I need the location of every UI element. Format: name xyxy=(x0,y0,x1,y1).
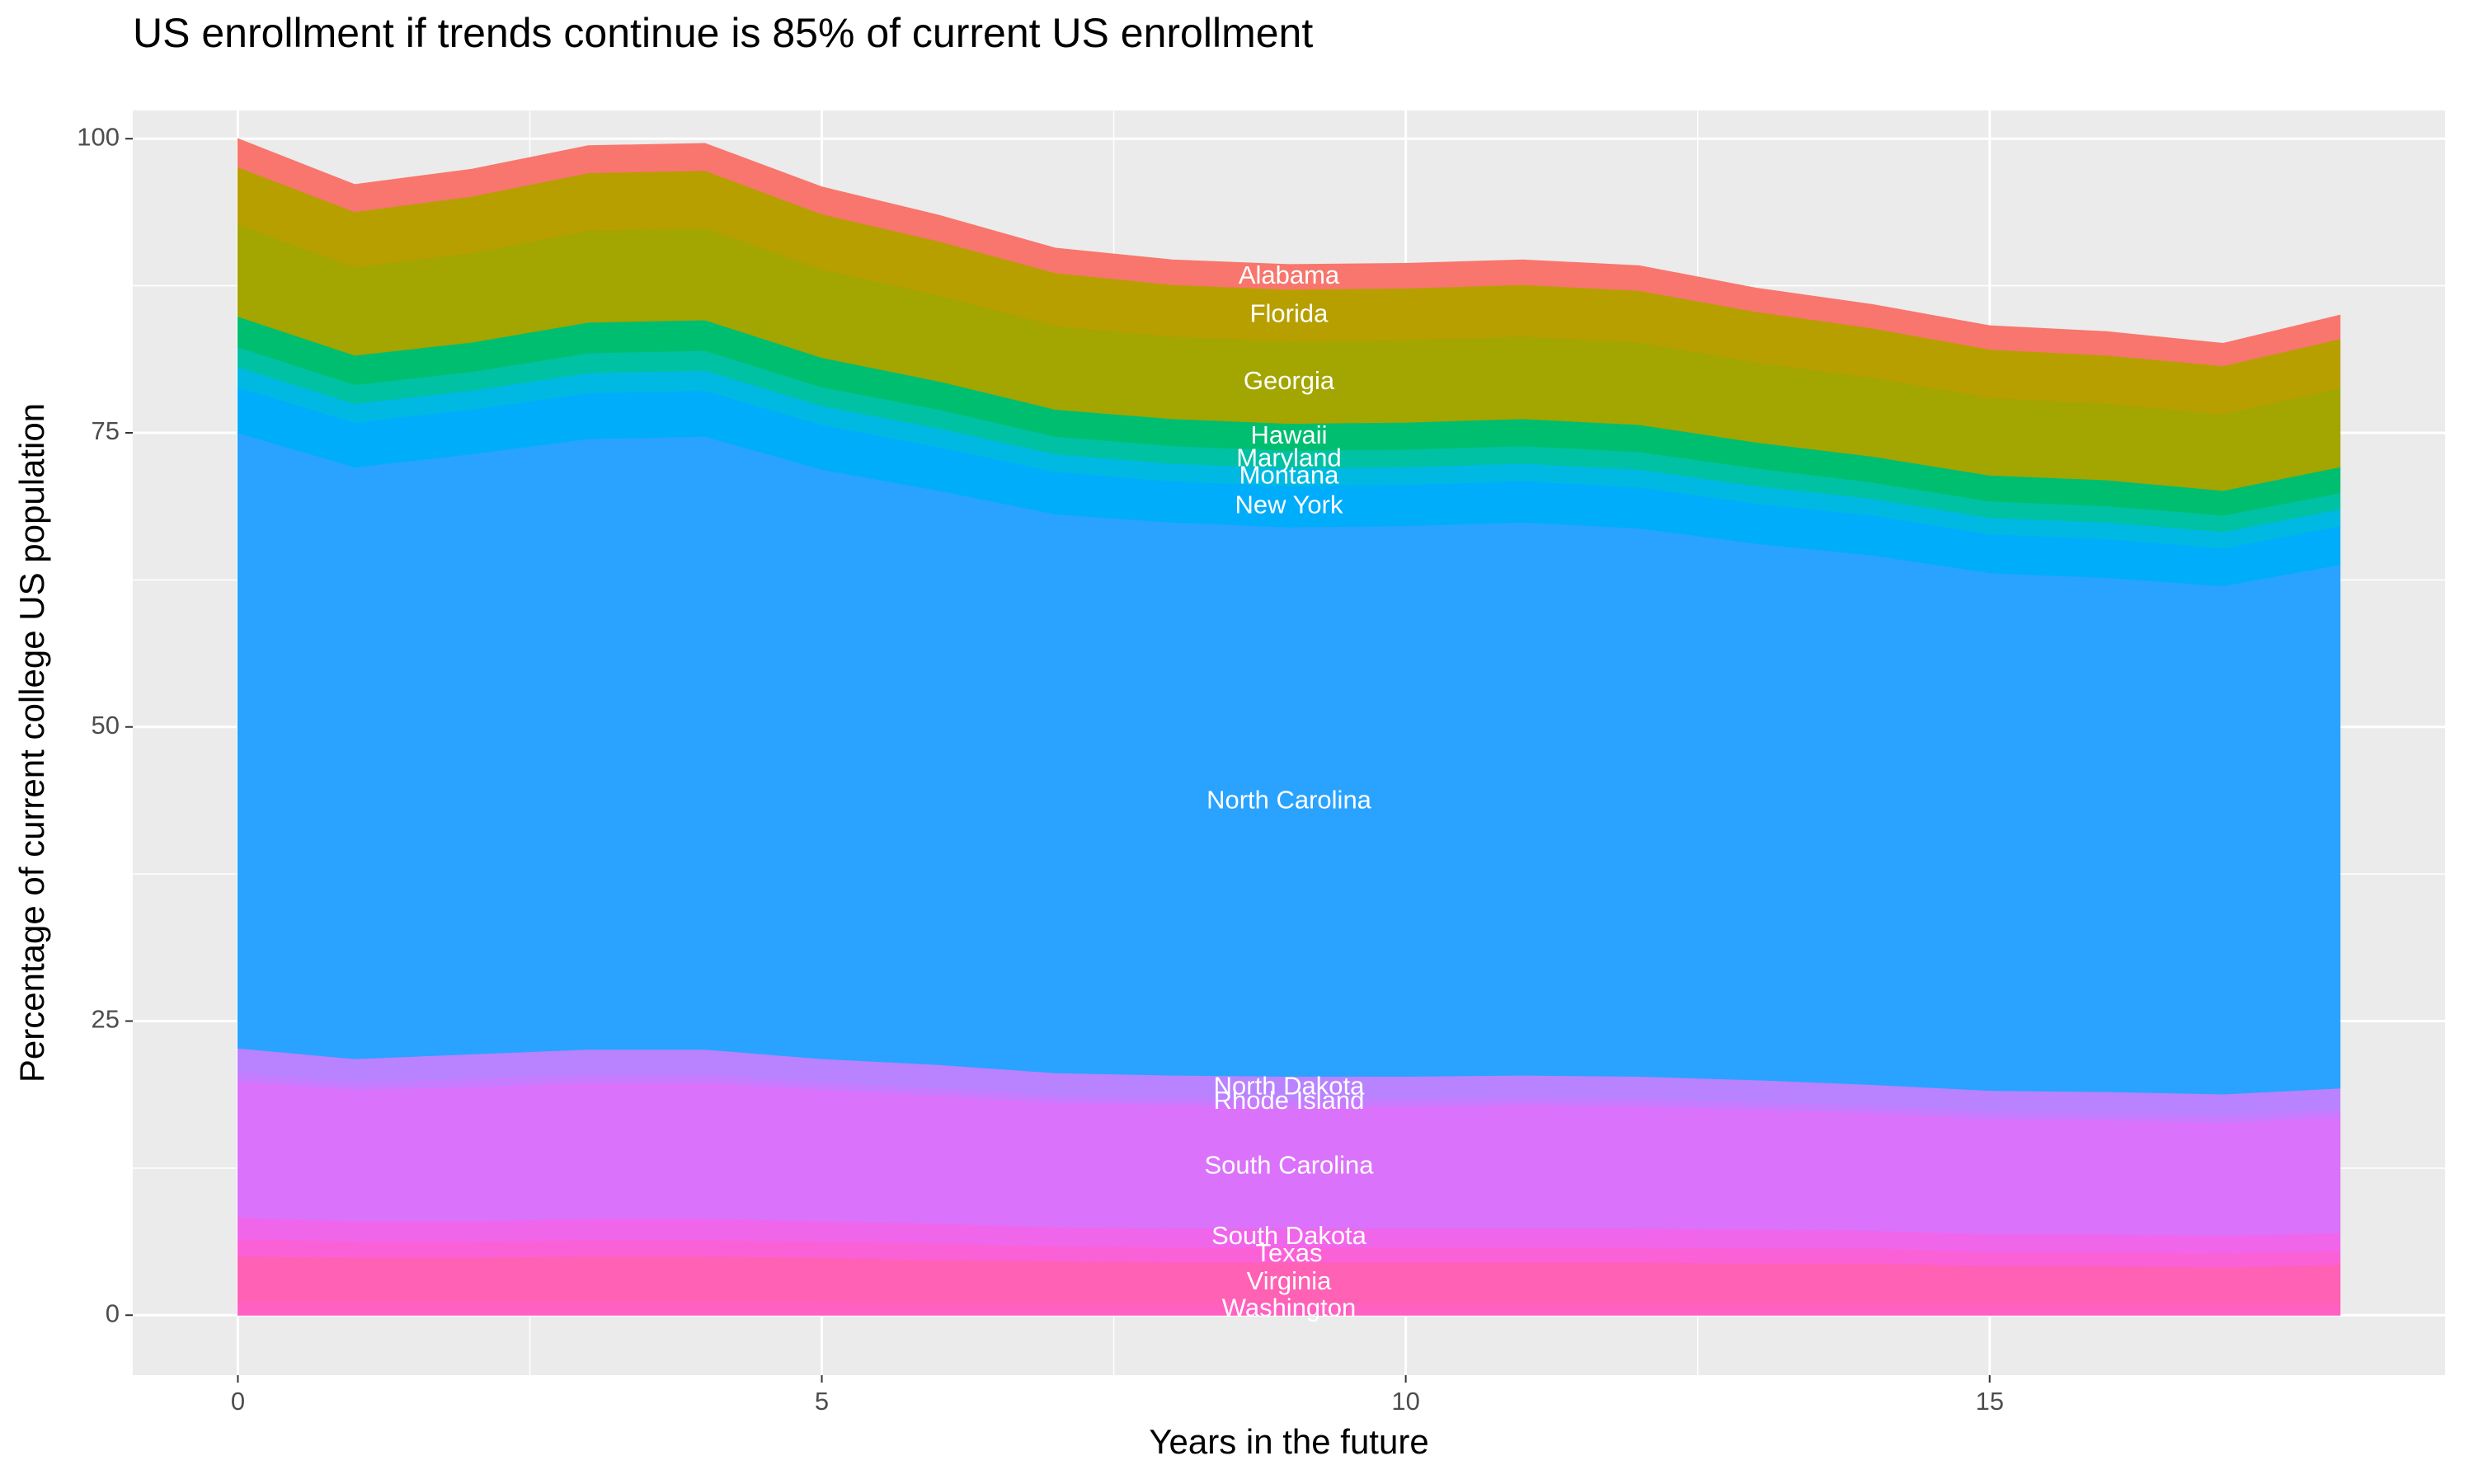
area-label: New York xyxy=(1235,490,1343,519)
area-label: Montana xyxy=(1239,461,1339,490)
area xyxy=(237,138,2341,367)
area-label: Georgia xyxy=(1244,366,1335,395)
x-tick-label: 10 xyxy=(1391,1387,1419,1416)
area-label: North Carolina xyxy=(1206,786,1372,815)
x-tick-label: 0 xyxy=(231,1387,245,1416)
x-tick-label: 5 xyxy=(815,1387,829,1416)
y-tick-label: 25 xyxy=(92,1005,120,1034)
area-label: Washington xyxy=(1222,1293,1357,1322)
area-label: Maryland xyxy=(1236,443,1342,472)
y-axis-title: Percentage of current college US populat… xyxy=(12,403,51,1082)
y-tick-label: 75 xyxy=(92,416,120,445)
area-label: South Dakota xyxy=(1211,1221,1367,1250)
area-label: Texas xyxy=(1256,1238,1323,1267)
y-tick-label: 100 xyxy=(77,122,120,151)
area-label: Florida xyxy=(1250,298,1329,327)
area-label: North Dakota xyxy=(1214,1071,1365,1100)
area-label: Alabama xyxy=(1239,261,1340,289)
areas xyxy=(237,138,2341,1316)
chart-title: US enrollment if trends continue is 85% … xyxy=(133,10,1313,56)
y-tick-label: 0 xyxy=(106,1298,120,1327)
area-label: Hawaii xyxy=(1250,420,1327,449)
area-label: Virginia xyxy=(1247,1266,1333,1295)
x-tick-label: 15 xyxy=(1975,1387,2003,1416)
axes: 0 25 50 75 100 0 5 10 15 xyxy=(77,122,2004,1416)
area-label: Rhode Island xyxy=(1214,1086,1365,1115)
x-axis-title: Years in the future xyxy=(1149,1422,1428,1461)
y-tick-label: 50 xyxy=(92,711,120,740)
area-label: South Carolina xyxy=(1204,1151,1374,1180)
